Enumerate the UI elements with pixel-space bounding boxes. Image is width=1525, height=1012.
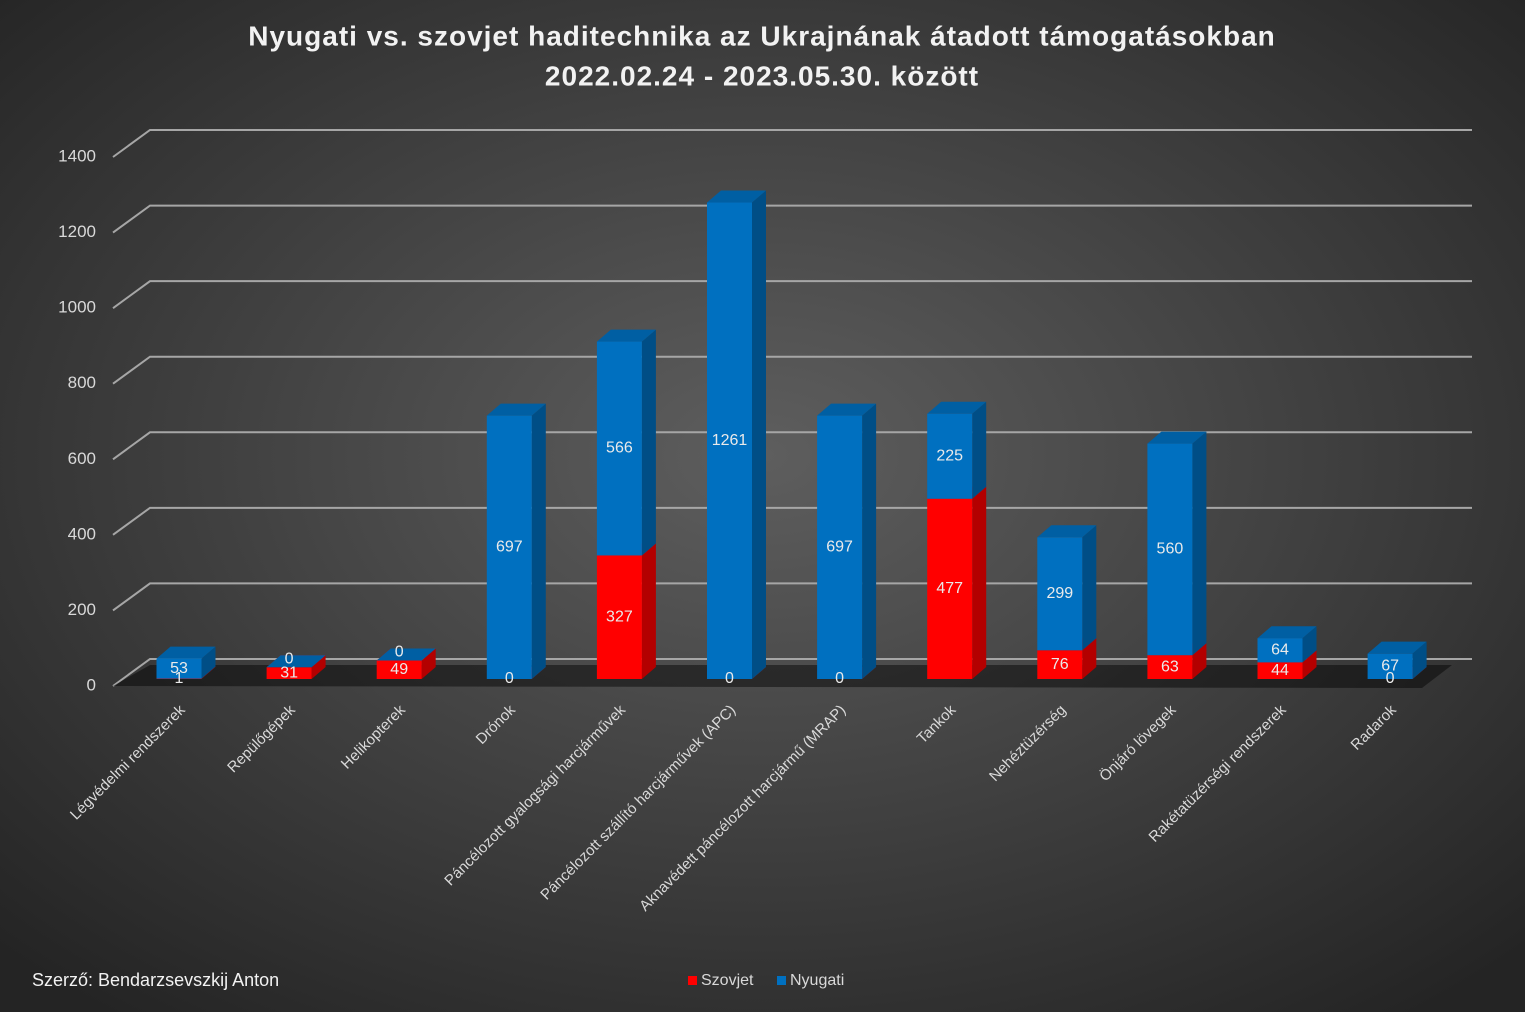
grid-line bbox=[112, 506, 1472, 536]
bar-top bbox=[486, 403, 546, 416]
y-tick-label: 0 bbox=[87, 675, 96, 694]
data-label: 31 bbox=[280, 664, 298, 681]
data-label: 477 bbox=[936, 580, 963, 597]
bar-side bbox=[641, 543, 656, 679]
y-tick-label: 800 bbox=[68, 373, 96, 392]
y-tick-label: 600 bbox=[68, 449, 96, 468]
bar-top bbox=[927, 401, 987, 414]
bar-top bbox=[376, 648, 436, 661]
bar bbox=[1367, 653, 1413, 679]
grid-line bbox=[112, 355, 1472, 385]
data-label: 0 bbox=[285, 651, 294, 668]
data-label: 67 bbox=[1381, 658, 1399, 675]
data-label: 49 bbox=[390, 661, 408, 678]
chart-subtitle: 2022.02.24 - 2023.05.30. között bbox=[545, 60, 979, 91]
bar bbox=[707, 202, 752, 679]
bar-side bbox=[201, 646, 216, 679]
grid-line bbox=[112, 204, 1472, 234]
bar-side bbox=[972, 486, 987, 679]
bar-side bbox=[531, 403, 546, 679]
bar-top bbox=[1257, 626, 1317, 639]
data-label: 76 bbox=[1051, 656, 1069, 673]
data-label: 697 bbox=[496, 539, 523, 556]
bar-side bbox=[311, 655, 326, 679]
grid-line bbox=[112, 431, 1472, 461]
data-label: 63 bbox=[1161, 658, 1179, 675]
bar bbox=[1147, 443, 1193, 656]
bar-side bbox=[1302, 650, 1317, 679]
legend-swatch bbox=[777, 976, 786, 985]
data-label: 0 bbox=[395, 644, 404, 661]
bar-top bbox=[596, 329, 656, 342]
y-tick-label: 1000 bbox=[58, 298, 96, 317]
data-label: 560 bbox=[1157, 541, 1184, 558]
bar bbox=[486, 415, 532, 679]
bar-side bbox=[1412, 641, 1427, 679]
chart-title: Nyugati vs. szovjet haditechnika az Ukra… bbox=[248, 20, 1276, 51]
data-label: 64 bbox=[1271, 642, 1289, 659]
data-label: 1261 bbox=[712, 432, 748, 449]
floor bbox=[113, 665, 1452, 688]
bar-top bbox=[156, 646, 216, 659]
data-label: 53 bbox=[170, 660, 188, 677]
data-label: 0 bbox=[725, 670, 734, 687]
bar-top bbox=[1367, 641, 1427, 654]
data-label: 44 bbox=[1271, 662, 1289, 679]
bar-side bbox=[641, 329, 656, 556]
bar bbox=[927, 498, 973, 679]
bar-top bbox=[1037, 525, 1097, 538]
bar-side bbox=[201, 666, 216, 679]
bar-side bbox=[862, 403, 877, 679]
bar bbox=[596, 341, 642, 556]
legend-label: Nyugati bbox=[790, 972, 844, 989]
bar-side bbox=[1082, 525, 1097, 651]
bar bbox=[1037, 650, 1083, 679]
bar bbox=[1037, 537, 1083, 651]
bar-top bbox=[1147, 431, 1207, 444]
data-label: 0 bbox=[505, 670, 514, 687]
bar bbox=[927, 413, 973, 499]
bar-top bbox=[817, 403, 877, 416]
bar bbox=[266, 667, 312, 679]
bar-side bbox=[1082, 638, 1097, 679]
grid-line bbox=[112, 280, 1472, 309]
grid-line bbox=[112, 582, 1472, 612]
data-label: 299 bbox=[1046, 585, 1073, 602]
bar-side bbox=[1302, 626, 1317, 663]
data-label: 697 bbox=[826, 539, 853, 556]
y-tick-label: 1400 bbox=[58, 146, 96, 165]
bar bbox=[156, 658, 202, 679]
data-label: 566 bbox=[606, 440, 633, 457]
author-note: Szerző: Bendarzsevszkij Anton bbox=[32, 970, 279, 990]
bar-side bbox=[972, 401, 987, 499]
bar-side bbox=[421, 648, 436, 679]
bar-top bbox=[266, 655, 326, 668]
y-tick-label: 1200 bbox=[58, 222, 96, 241]
bar bbox=[596, 555, 642, 679]
bar-side bbox=[1192, 431, 1207, 656]
bar bbox=[817, 415, 863, 679]
bar-side bbox=[1192, 643, 1207, 679]
grid-line bbox=[112, 129, 1472, 158]
grid-line bbox=[112, 658, 1472, 687]
y-tick-label: 200 bbox=[68, 600, 96, 619]
bar bbox=[1147, 655, 1193, 679]
data-label: 327 bbox=[606, 608, 633, 625]
bar bbox=[1257, 662, 1303, 679]
data-label: 0 bbox=[835, 670, 844, 687]
bar-top bbox=[707, 190, 766, 203]
bar-side bbox=[752, 190, 766, 679]
data-label: 225 bbox=[936, 447, 963, 464]
data-label: 1 bbox=[175, 670, 184, 687]
y-tick-label: 400 bbox=[68, 524, 96, 543]
bar bbox=[376, 660, 422, 679]
legend-label: Szovjet bbox=[701, 972, 754, 989]
data-label: 0 bbox=[1386, 670, 1395, 687]
bar bbox=[1257, 638, 1303, 663]
legend-swatch bbox=[688, 976, 697, 985]
